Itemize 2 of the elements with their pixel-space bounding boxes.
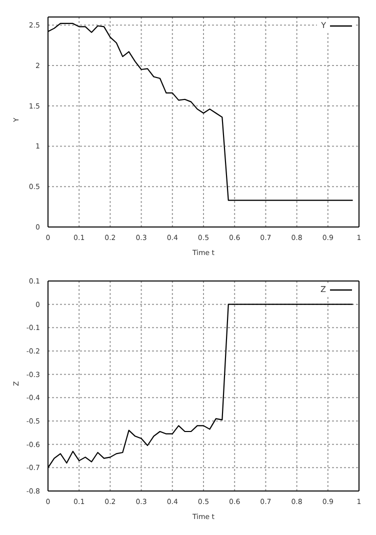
legend-label: Z (320, 285, 326, 294)
legend-label: Y (321, 21, 326, 30)
